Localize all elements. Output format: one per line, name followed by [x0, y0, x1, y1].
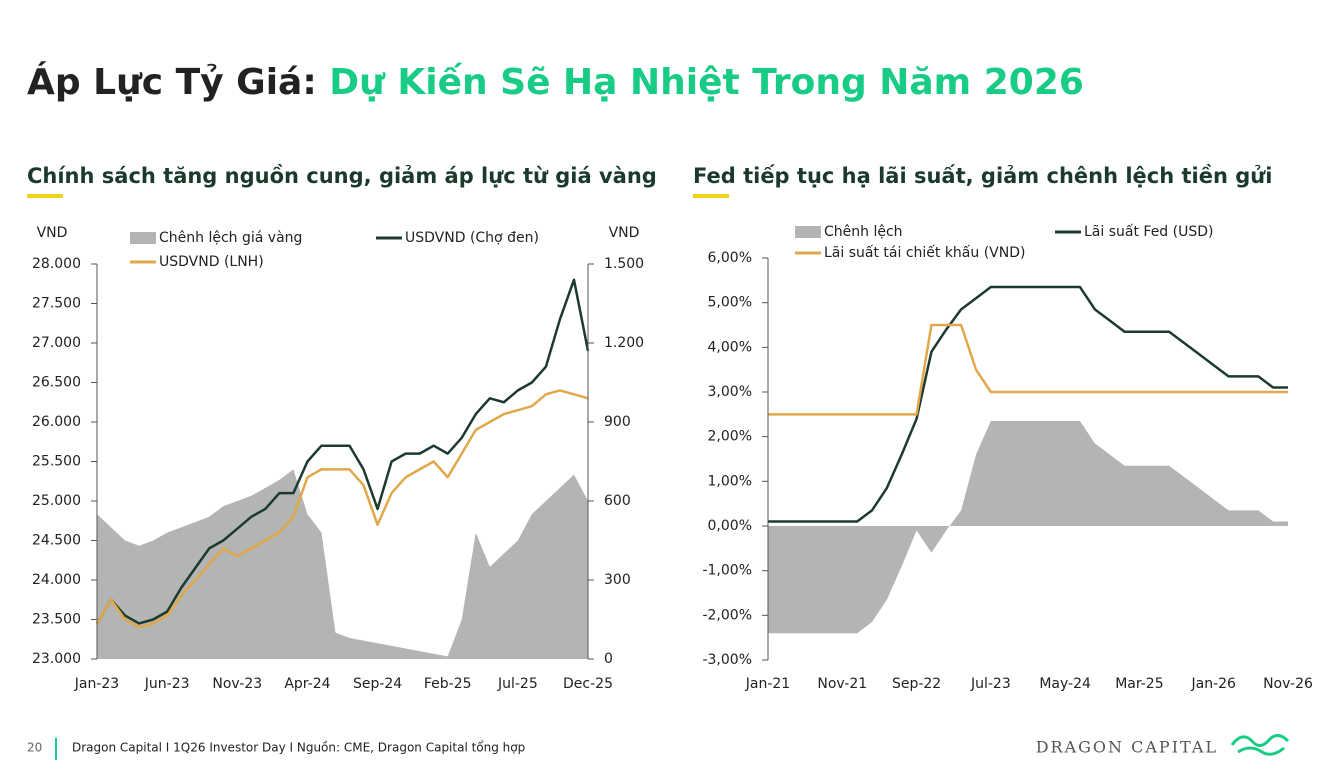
series-area	[768, 421, 1288, 634]
x-tick-label: Dec-25	[563, 676, 613, 692]
series-line	[95, 278, 590, 625]
y-tick-label: 3,00%	[708, 384, 752, 400]
y-tick-label: 1,00%	[708, 473, 752, 489]
y-tick-label: 5,00%	[708, 295, 752, 311]
y2-tick-label: 900	[604, 414, 631, 430]
y-tick-label: 6,00%	[708, 250, 752, 266]
x-tick-label: Jul-25	[497, 676, 538, 692]
series-line	[95, 389, 589, 629]
y-tick-label: -1,00%	[702, 563, 752, 579]
footer-source: Dragon Capital I 1Q26 Investor Day I Ngu…	[72, 741, 525, 755]
series-area	[97, 469, 588, 659]
title-underline	[27, 194, 63, 198]
x-tick-label: Jun-23	[144, 676, 190, 692]
legend-label: USDVND (Chợ đen)	[405, 230, 539, 246]
y-tick-label: 24.500	[32, 533, 81, 549]
series-line	[768, 285, 1288, 523]
y-tick-label: 27.500	[32, 296, 81, 312]
y-tick-label: -3,00%	[702, 652, 752, 668]
y-tick-label: 4,00%	[708, 339, 752, 355]
y-tick-label: 25.500	[32, 454, 81, 470]
x-tick-label: Mar-25	[1115, 676, 1163, 692]
title-green: Dự Kiến Sẽ Hạ Nhiệt Trong Năm 2026	[329, 62, 1084, 103]
x-tick-label: Nov-23	[212, 676, 262, 692]
y-tick-label: 28.000	[32, 256, 81, 272]
chart-title: Chính sách tăng nguồn cung, giảm áp lực …	[27, 164, 657, 188]
title-black: Áp Lực Tỷ Giá:	[27, 61, 317, 103]
legend-label: Lãi suất Fed (USD)	[1084, 224, 1213, 240]
x-tick-label: Feb-25	[424, 676, 472, 692]
y-tick-label: 23.000	[32, 651, 81, 667]
x-tick-label: Sep-24	[353, 676, 402, 692]
y-tick-label: 23.500	[32, 612, 81, 628]
title-underline	[693, 194, 729, 198]
legend-swatch	[130, 232, 156, 244]
y-tick-label: 0,00%	[708, 518, 752, 534]
slide-title: Áp Lực Tỷ Giá: Dự Kiến Sẽ Hạ Nhiệt Trong…	[27, 61, 1084, 103]
series-line	[768, 323, 1288, 416]
y2-axis-label: VND	[609, 225, 640, 241]
legend-label: USDVND (LNH)	[159, 254, 264, 270]
y-tick-label: 26.500	[32, 375, 81, 391]
x-tick-label: May-24	[1039, 676, 1091, 692]
x-tick-label: Nov-26	[1263, 676, 1313, 692]
brand: DRAGON CAPITAL	[1036, 738, 1218, 757]
y2-tick-label: 0	[604, 651, 613, 667]
y-tick-label: 26.000	[32, 414, 81, 430]
y-tick-label: 25.000	[32, 493, 81, 509]
chart-title: Fed tiếp tục hạ lãi suất, giảm chênh lệc…	[693, 164, 1272, 188]
x-tick-label: Nov-21	[817, 676, 867, 692]
legend-swatch	[795, 226, 821, 238]
brand-logo	[1230, 734, 1290, 756]
x-tick-label: Jan-23	[74, 676, 119, 692]
y-axis-label: VND	[37, 225, 68, 241]
y2-tick-label: 600	[604, 493, 631, 509]
y2-tick-label: 1.500	[604, 256, 644, 272]
x-tick-label: Apr-24	[284, 676, 330, 692]
y-tick-label: 2,00%	[708, 429, 752, 445]
x-tick-label: Jan-26	[1190, 676, 1236, 692]
y2-tick-label: 300	[604, 572, 631, 588]
y-tick-label: 27.000	[32, 335, 81, 351]
page-number: 20	[27, 741, 42, 755]
x-tick-label: Jul-23	[970, 676, 1011, 692]
y-tick-label: -2,00%	[702, 607, 752, 623]
x-tick-label: Sep-22	[892, 676, 941, 692]
x-tick-label: Jan-21	[745, 676, 790, 692]
legend-label: Chênh lệch	[824, 224, 903, 240]
y2-tick-label: 1.200	[604, 335, 644, 351]
y-tick-label: 24.000	[32, 572, 81, 588]
legend-label: Lãi suất tái chiết khấu (VND)	[824, 244, 1025, 261]
legend-label: Chênh lệch giá vàng	[159, 230, 302, 246]
